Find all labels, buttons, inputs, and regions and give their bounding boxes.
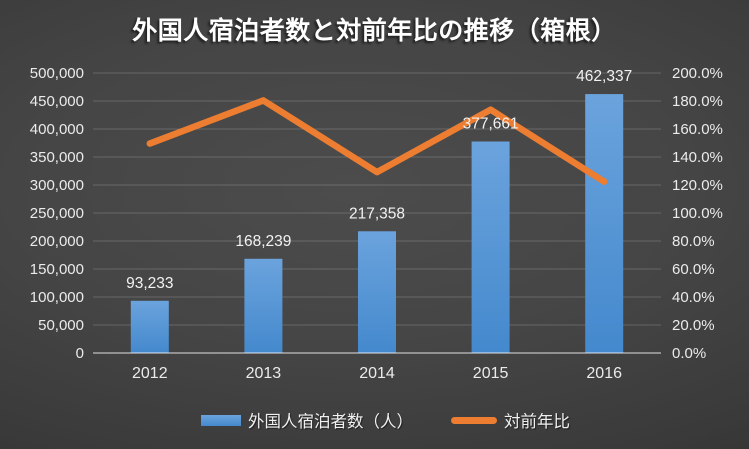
- y-axis-right-label: 100.0%: [672, 205, 723, 222]
- x-axis-label: 2014: [359, 365, 395, 382]
- bar-data-label: 168,239: [235, 233, 291, 250]
- bar-2012: [130, 300, 169, 353]
- y-axis-left-label: 500,000: [30, 65, 84, 82]
- y-axis-left-label: 100,000: [30, 289, 84, 306]
- chart-title: 外国人宿泊者数と対前年比の推移（箱根）: [132, 17, 617, 45]
- y-axis-right-label: 80.0%: [672, 233, 715, 250]
- bar-data-label: 217,358: [349, 205, 405, 222]
- y-axis-left-label: 450,000: [30, 93, 84, 110]
- bar-2016: [585, 94, 624, 353]
- bar-2015: [471, 141, 510, 353]
- x-axis-label: 2016: [586, 365, 622, 382]
- y-axis-right-label: 20.0%: [672, 317, 715, 334]
- x-axis-label: 2013: [246, 365, 282, 382]
- bar-data-label: 377,661: [463, 116, 519, 133]
- x-axis-label: 2015: [473, 365, 509, 382]
- y-axis-right-label: 120.0%: [672, 177, 723, 194]
- bar-series-swatch: [201, 414, 241, 426]
- y-axis-left-label: 200,000: [30, 233, 84, 250]
- y-axis-left-label: 250,000: [30, 205, 84, 222]
- y-axis-right-label: 40.0%: [672, 289, 715, 306]
- y-axis-left-label: 350,000: [30, 149, 84, 166]
- x-axis-label: 2012: [132, 365, 168, 382]
- line-series-swatch: [451, 416, 497, 424]
- legend-item-line-series: 対前年比: [451, 408, 570, 432]
- chart-legend: 外国人宿泊者数（人） 対前年比: [0, 402, 749, 438]
- bar-data-label: 462,337: [576, 68, 632, 85]
- bar-2013: [244, 258, 283, 353]
- y-axis-right-label: 60.0%: [672, 261, 715, 278]
- y-axis-right-label: 140.0%: [672, 149, 723, 166]
- y-axis-left-label: 0: [76, 345, 84, 362]
- y-axis-right-label: 160.0%: [672, 121, 723, 138]
- ratio-line: [146, 97, 608, 185]
- bar-2014: [358, 231, 396, 353]
- y-axis-right-label: 0.0%: [672, 345, 706, 362]
- bar-series-label: 外国人宿泊者数（人）: [248, 413, 413, 431]
- y-axis-left-label: 50,000: [38, 317, 84, 334]
- bar-data-label: 93,233: [126, 275, 173, 292]
- y-axis-left-label: 300,000: [30, 177, 84, 194]
- y-axis-right-label: 180.0%: [672, 93, 723, 110]
- legend-item-bar-series: 外国人宿泊者数（人）: [201, 408, 413, 432]
- line-series-label: 対前年比: [504, 413, 570, 431]
- y-axis-right-label: 200.0%: [672, 65, 723, 82]
- y-axis-left-label: 150,000: [30, 261, 84, 278]
- y-axis-left-label: 400,000: [30, 121, 84, 138]
